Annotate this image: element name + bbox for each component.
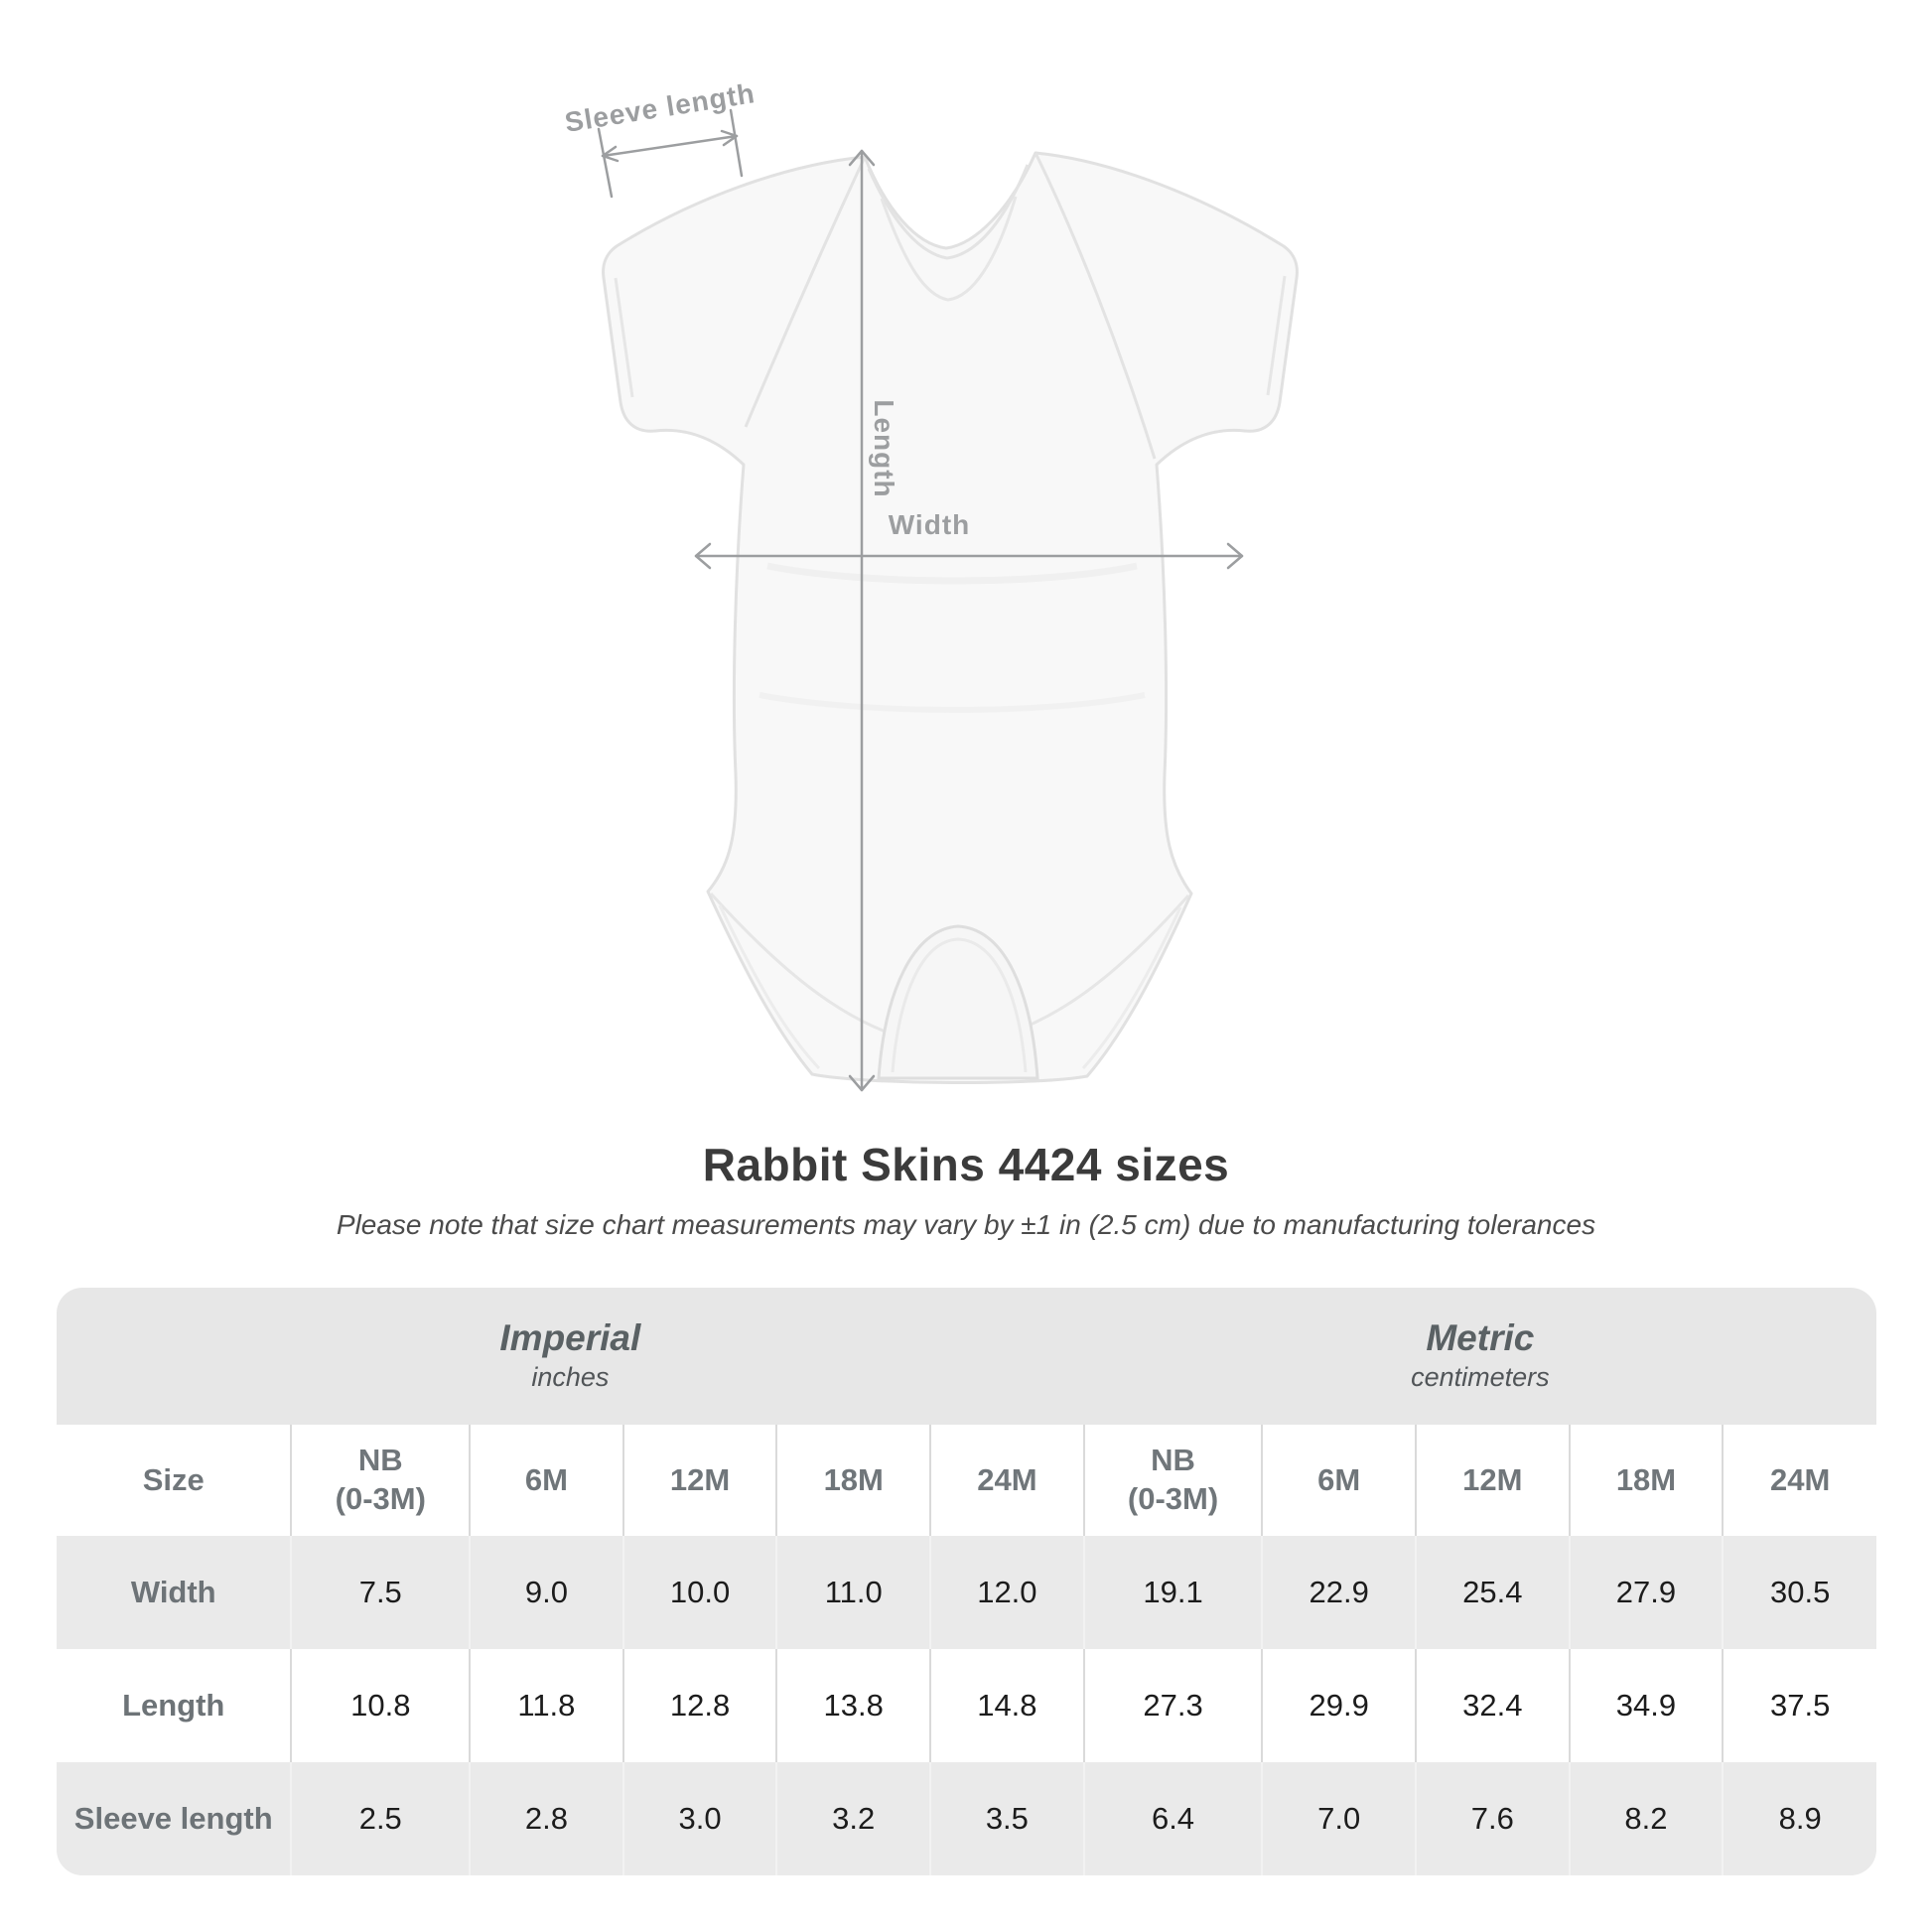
length-metric-6m: 29.9 — [1261, 1649, 1416, 1762]
col-header-imperial-12m: 12M — [621, 1425, 777, 1536]
length-imperial-12m: 12.8 — [621, 1649, 777, 1762]
sleeve-metric-18m: 8.2 — [1568, 1762, 1724, 1875]
sleeve-length-measure-line — [597, 108, 744, 199]
col-header-metric-12m: 12M — [1414, 1425, 1570, 1536]
sleeve-metric-24m: 8.9 — [1722, 1762, 1876, 1875]
length-measure-line — [848, 149, 876, 1092]
arrow-left-icon — [694, 542, 712, 570]
width-metric-18m: 27.9 — [1568, 1536, 1724, 1649]
width-imperial-nb: 7.5 — [290, 1536, 471, 1649]
bodysuit-silhouette — [602, 151, 1299, 1085]
col-header-metric-18m: 18M — [1568, 1425, 1724, 1536]
length-label: Length — [869, 399, 899, 497]
width-metric-12m: 25.4 — [1414, 1536, 1570, 1649]
size-header-row: Size NB (0-3M) 6M 12M 18M 24M NB (0-3M) … — [57, 1425, 1876, 1536]
length-metric-18m: 34.9 — [1568, 1649, 1724, 1762]
width-measure-line — [694, 542, 1244, 570]
arrow-up-icon — [848, 149, 876, 167]
measurement-annotations — [597, 108, 1244, 1092]
sleeve-metric-6m: 7.0 — [1261, 1762, 1416, 1875]
size-table-grid: Imperial inches Metric centimeters Size … — [57, 1288, 1876, 1875]
sleeve-metric-nb: 6.4 — [1082, 1762, 1263, 1875]
row-label-length: Length — [122, 1688, 225, 1723]
col-header-imperial-nb: NB (0-3M) — [290, 1425, 471, 1536]
sleeve-imperial-12m: 3.0 — [621, 1762, 777, 1875]
unit-group-metric: Metric centimeters — [1083, 1288, 1876, 1425]
arrow-down-icon — [848, 1074, 876, 1092]
sleeve-imperial-18m: 3.2 — [775, 1762, 931, 1875]
right-shoulder-flap-edge — [1034, 152, 1157, 460]
length-imperial-24m: 14.8 — [929, 1649, 1084, 1762]
bodysuit-illustration: Sleeve length Length Width — [563, 77, 1299, 1092]
sleeve-metric-12m: 7.6 — [1414, 1762, 1570, 1875]
length-metric-nb: 27.3 — [1082, 1649, 1263, 1762]
unit-band-row: Imperial inches Metric centimeters — [57, 1288, 1876, 1425]
col-header-size: Size — [57, 1425, 292, 1536]
unit-group-imperial: Imperial inches — [57, 1288, 1084, 1425]
collar-inner-band — [867, 164, 1030, 260]
page-title: Rabbit Skins 4424 sizes — [702, 1139, 1230, 1190]
length-metric-12m: 32.4 — [1414, 1649, 1570, 1762]
row-label-width: Width — [130, 1575, 216, 1609]
imperial-label: Imperial — [499, 1317, 641, 1359]
col-header-imperial-24m: 24M — [929, 1425, 1084, 1536]
width-label: Width — [889, 509, 971, 540]
length-imperial-6m: 11.8 — [469, 1649, 623, 1762]
right-leg-binding — [1081, 906, 1182, 1069]
col-header-metric-nb: NB (0-3M) — [1082, 1425, 1263, 1536]
length-metric-24m: 37.5 — [1722, 1649, 1876, 1762]
metric-unit-label: centimeters — [1411, 1361, 1550, 1392]
sleeve-imperial-nb: 2.5 — [290, 1762, 471, 1875]
left-cuff-binding — [614, 277, 634, 398]
extent-tick — [729, 108, 744, 178]
length-imperial-nb: 10.8 — [290, 1649, 471, 1762]
width-metric-6m: 22.9 — [1261, 1536, 1416, 1649]
right-cuff-binding — [1266, 275, 1287, 396]
sleeve-imperial-24m: 3.5 — [929, 1762, 1084, 1875]
crotch-flap-binding — [891, 937, 1028, 1073]
col-header-imperial-18m: 18M — [775, 1425, 931, 1536]
width-metric-nb: 19.1 — [1082, 1536, 1263, 1649]
table-row-width: Width 7.5 9.0 10.0 11.0 12.0 19.1 22.9 2… — [57, 1536, 1876, 1649]
extent-tick — [597, 127, 614, 199]
front-neck-seam — [880, 196, 1018, 302]
table-row-sleeve-length: Sleeve length 2.5 2.8 3.0 3.2 3.5 6.4 7.… — [57, 1762, 1876, 1875]
sleeve-imperial-6m: 2.8 — [469, 1762, 623, 1875]
fabric-fold-line — [759, 692, 1146, 713]
width-metric-24m: 30.5 — [1722, 1536, 1876, 1649]
sleeve-length-label: Sleeve length — [563, 77, 758, 138]
garment-diagram: Sleeve length Length Width — [470, 50, 1462, 1102]
width-imperial-6m: 9.0 — [469, 1536, 623, 1649]
col-header-metric-24m: 24M — [1722, 1425, 1876, 1536]
width-imperial-12m: 10.0 — [621, 1536, 777, 1649]
metric-label: Metric — [1426, 1317, 1535, 1359]
col-header-metric-6m: 6M — [1261, 1425, 1416, 1536]
width-imperial-24m: 12.0 — [929, 1536, 1084, 1649]
imperial-unit-label: inches — [531, 1361, 610, 1392]
length-imperial-18m: 13.8 — [775, 1649, 931, 1762]
width-imperial-18m: 11.0 — [775, 1536, 931, 1649]
col-header-imperial-6m: 6M — [469, 1425, 623, 1536]
left-shoulder-flap-edge — [744, 156, 867, 428]
tolerance-note: Please note that size chart measurements… — [336, 1209, 1596, 1240]
arrow-right-icon — [720, 129, 739, 147]
left-leg-binding — [718, 904, 821, 1070]
row-label-sleeve-length: Sleeve length — [73, 1801, 273, 1836]
fabric-fold-line — [766, 562, 1138, 585]
arrow-right-icon — [1226, 542, 1244, 570]
size-table: Imperial inches Metric centimeters Size … — [57, 1288, 1876, 1875]
table-row-length: Length 10.8 11.8 12.8 13.8 14.8 27.3 29.… — [57, 1649, 1876, 1762]
